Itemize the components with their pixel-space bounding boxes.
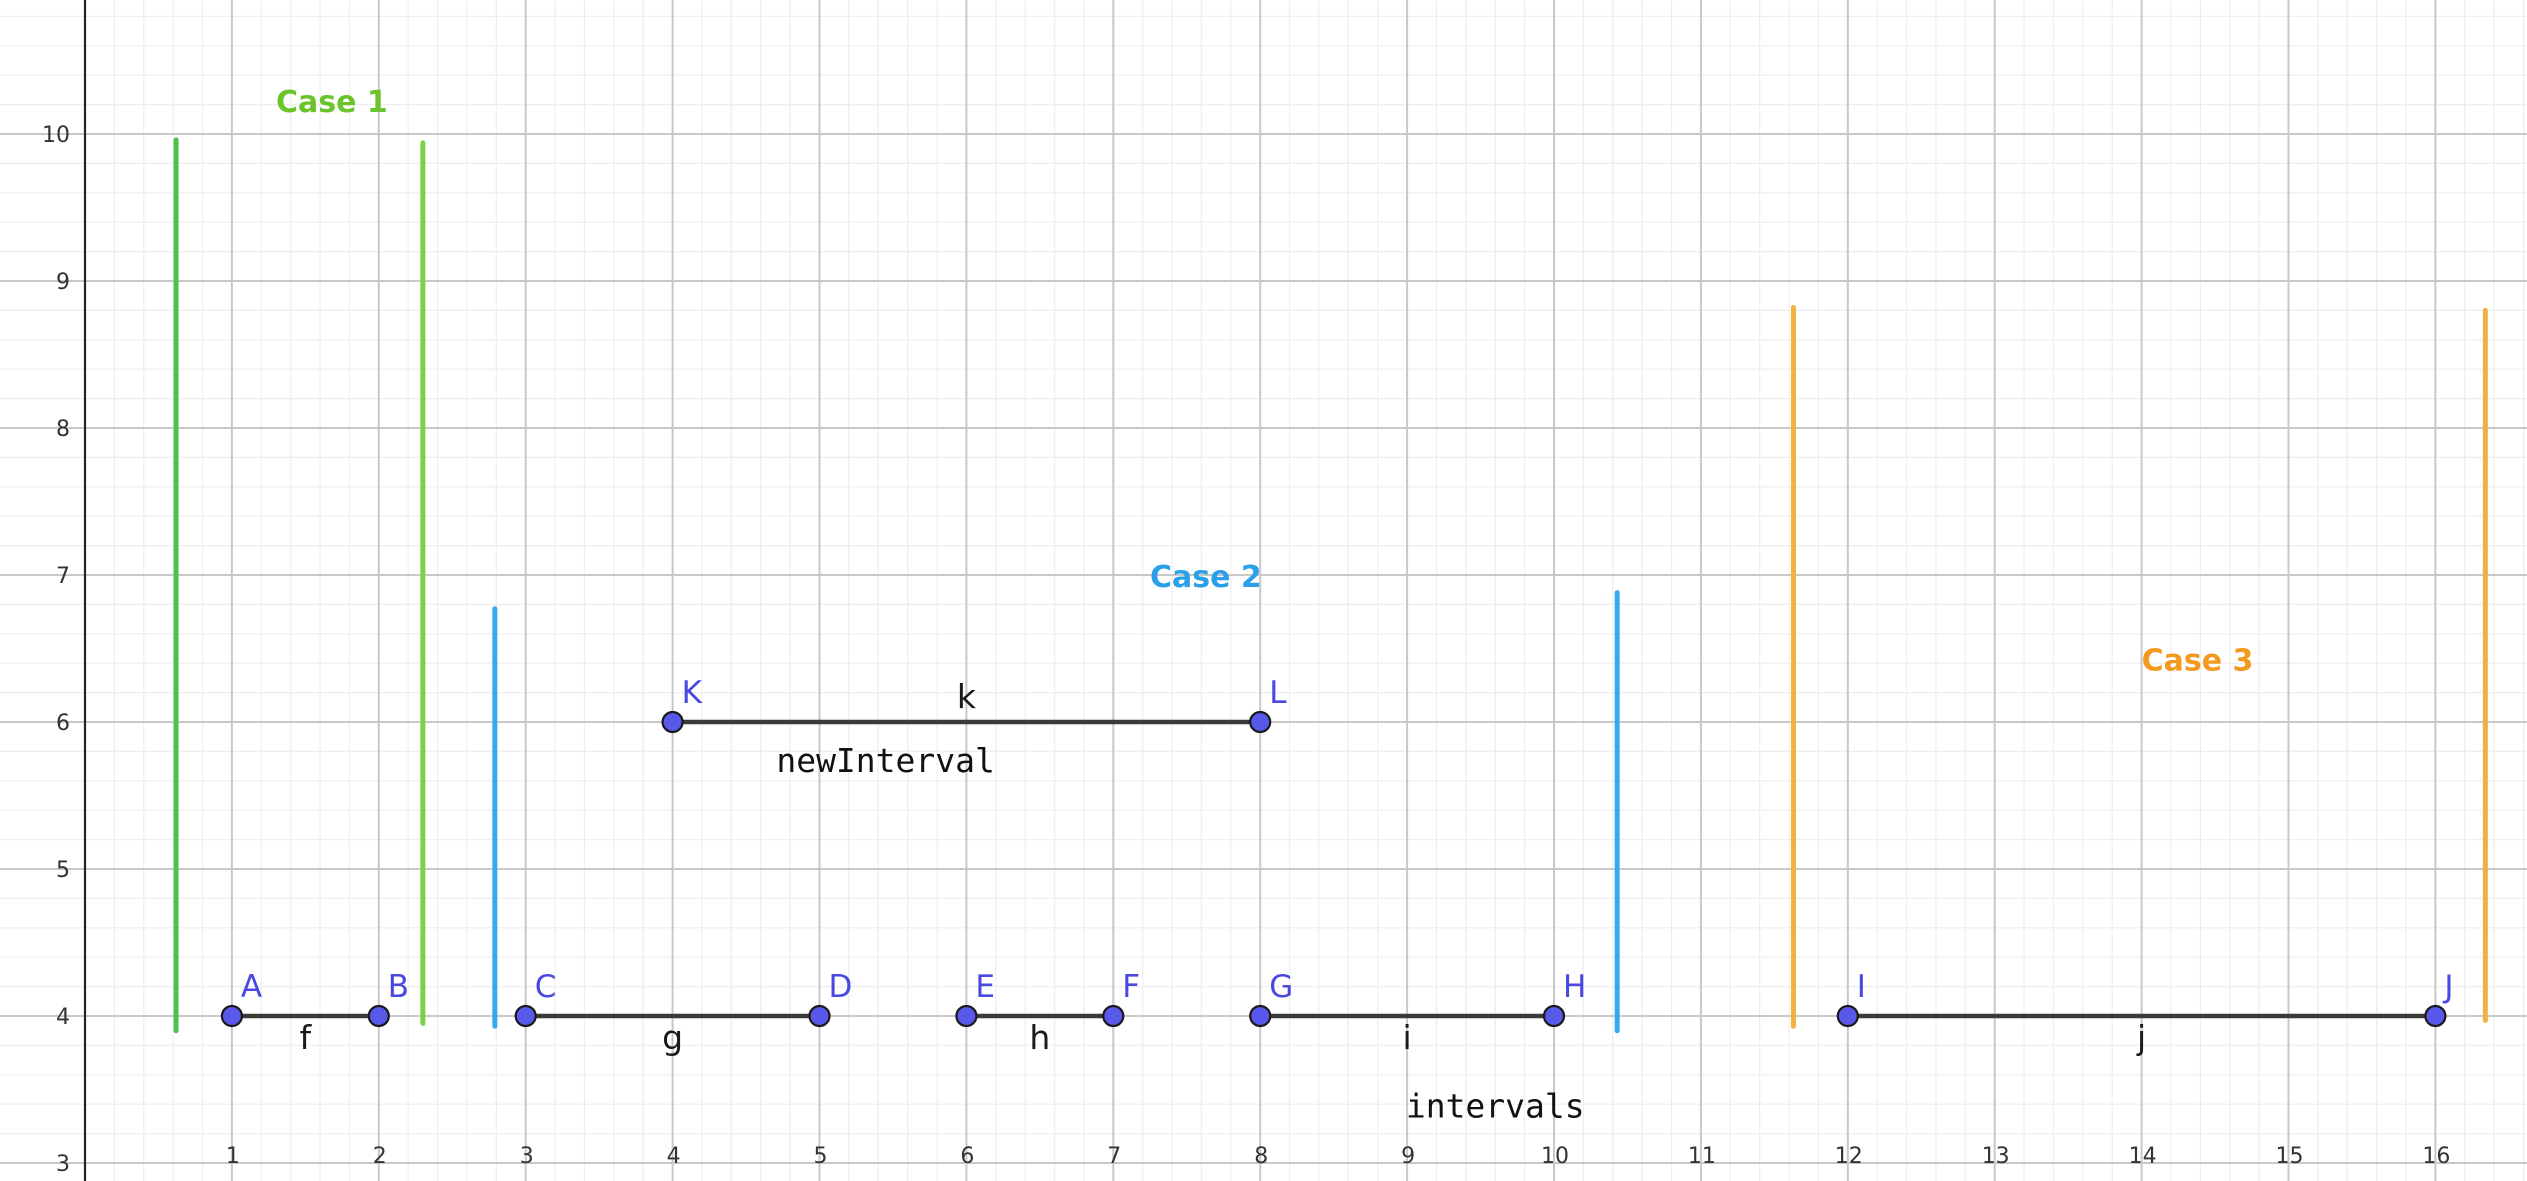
- y-tick-label: 4: [56, 1005, 70, 1030]
- case-label: Case 2: [1150, 560, 1262, 595]
- x-tick-label: 8: [1254, 1144, 1268, 1169]
- x-tick-label: 11: [1688, 1144, 1716, 1169]
- case-boundaries: [173, 137, 2488, 1034]
- point-label-D: D: [829, 969, 853, 1005]
- x-tick-label: 5: [814, 1144, 828, 1169]
- segment-label-f: f: [300, 1018, 313, 1057]
- point-E[interactable]: [955, 1004, 978, 1028]
- y-tick-label: 8: [56, 417, 70, 442]
- point-label-F: F: [1122, 969, 1140, 1005]
- x-tick-label: 10: [1541, 1144, 1569, 1169]
- x-tick-label: 6: [960, 1144, 974, 1169]
- x-tick-label: 3: [520, 1144, 534, 1169]
- x-tick-label: 13: [1982, 1144, 2010, 1169]
- point-label-H: H: [1563, 969, 1586, 1005]
- point-B[interactable]: [367, 1004, 390, 1028]
- point-label-J: J: [2442, 969, 2453, 1005]
- x-tick-label: 7: [1107, 1144, 1121, 1169]
- x-tick-label: 12: [1835, 1144, 1863, 1169]
- point-label-C: C: [535, 969, 557, 1005]
- points: A B C D E F G H I J K L: [220, 675, 2454, 1028]
- point-H[interactable]: [1542, 1004, 1566, 1028]
- x-tick-label: 4: [667, 1144, 681, 1169]
- point-C[interactable]: [514, 1004, 537, 1028]
- point-J[interactable]: [2424, 1004, 2447, 1028]
- point-label-A: A: [241, 969, 262, 1005]
- x-tick-label: 1: [226, 1144, 240, 1169]
- segment-label-i: i: [1403, 1018, 1412, 1057]
- point-L[interactable]: [1249, 710, 1272, 734]
- point-F[interactable]: [1102, 1004, 1125, 1028]
- x-tick-label: 9: [1401, 1144, 1415, 1169]
- point-label-L: L: [1269, 675, 1287, 711]
- point-label-I: I: [1857, 969, 1866, 1005]
- segment-label-k: k: [957, 677, 977, 716]
- point-label-B: B: [388, 969, 409, 1005]
- case-label: Case 3: [2142, 644, 2254, 679]
- point-D[interactable]: [808, 1004, 831, 1028]
- y-tick-label: 9: [56, 270, 70, 295]
- x-tick-label: 2: [373, 1144, 387, 1169]
- segment-label-j: j: [2136, 1018, 2146, 1057]
- point-label-K: K: [682, 675, 703, 711]
- point-label-E: E: [975, 969, 995, 1005]
- y-tick-label: 3: [56, 1152, 70, 1177]
- y-tick-label: 7: [56, 564, 70, 589]
- text-label: intervals: [1406, 1086, 1585, 1125]
- case-label: Case 1: [276, 85, 388, 120]
- y-tick-label: 5: [56, 858, 70, 883]
- x-tick-label: 15: [2276, 1144, 2304, 1169]
- segments: f g h i j k: [231, 677, 2436, 1057]
- y-tick-label: 6: [56, 711, 70, 736]
- point-K[interactable]: [661, 710, 684, 734]
- segment-label-h: h: [1029, 1018, 1050, 1057]
- x-tick-label: 16: [2422, 1144, 2450, 1169]
- text-label: newInterval: [776, 741, 995, 780]
- x-tick-label: 14: [2129, 1144, 2157, 1169]
- segment-label-g: g: [662, 1018, 683, 1057]
- point-A[interactable]: [220, 1004, 243, 1028]
- point-G[interactable]: [1249, 1004, 1272, 1028]
- y-tick-label: 10: [42, 123, 70, 148]
- point-I[interactable]: [1836, 1004, 1859, 1028]
- point-label-G: G: [1269, 969, 1293, 1005]
- annotations: Case 1 Case 2 Case 3 newInterval intervals: [276, 85, 2253, 1125]
